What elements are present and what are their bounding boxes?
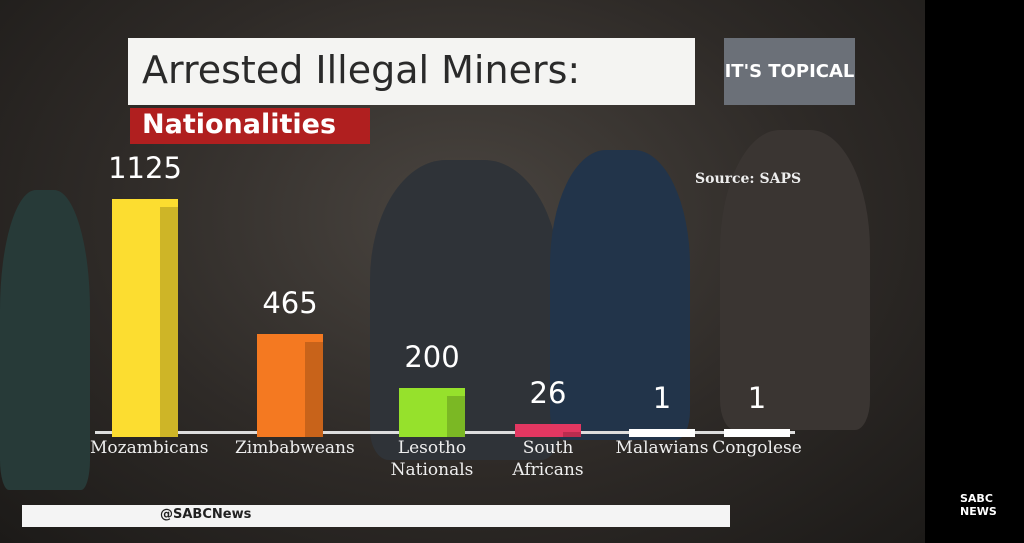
bar xyxy=(629,428,695,437)
source: Source: SAPS xyxy=(695,171,802,187)
bar xyxy=(724,428,790,437)
bar xyxy=(257,333,323,437)
figure xyxy=(720,130,870,430)
bar xyxy=(515,423,581,437)
footer-bar xyxy=(22,505,730,527)
value-label: 200 xyxy=(404,340,460,375)
subtitle-box xyxy=(130,108,370,144)
channel-logo: SABC NEWS xyxy=(960,492,997,518)
category-label: Mozambicans xyxy=(90,438,209,458)
value-label: 26 xyxy=(529,375,567,410)
social-handle: @SABCNews xyxy=(160,507,252,522)
value-label: 1125 xyxy=(108,151,182,185)
chart-title: Arrested Illegal Miners: xyxy=(142,48,581,92)
figure xyxy=(0,190,90,490)
category-label: Malawians xyxy=(615,438,709,458)
bar xyxy=(399,388,465,437)
value-label: 1 xyxy=(652,380,672,415)
category-label: Zimbabweans xyxy=(235,438,355,458)
bar xyxy=(112,199,178,437)
value-label: 1 xyxy=(747,380,767,415)
category-label: Lesotho Nationals xyxy=(390,438,474,480)
chart-subtitle: Nationalities xyxy=(142,109,337,140)
title-box xyxy=(128,38,695,105)
value-label: 465 xyxy=(262,285,318,320)
figure xyxy=(550,150,690,440)
category-label: Congolese xyxy=(712,438,802,458)
category-label: South Africans xyxy=(512,438,584,480)
show-logo: IT'S TOPICAL xyxy=(724,38,855,105)
